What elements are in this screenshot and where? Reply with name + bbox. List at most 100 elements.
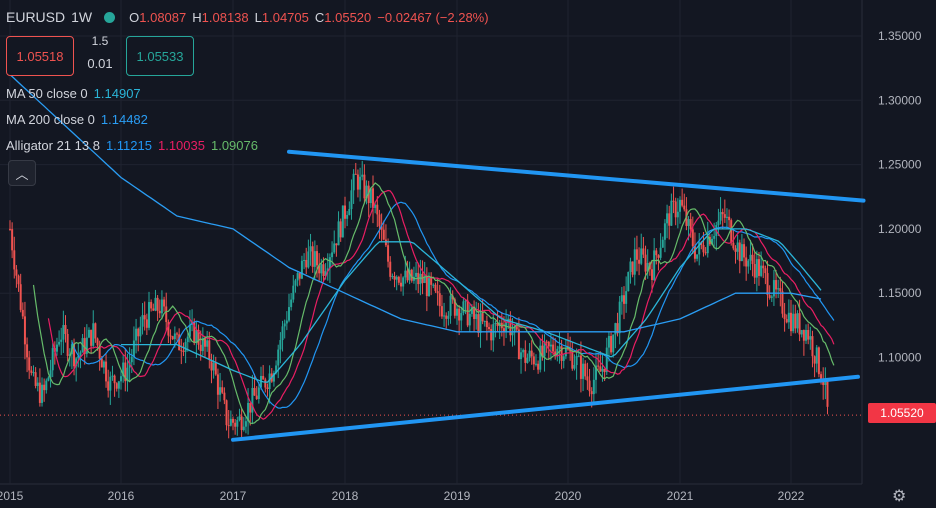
candle-body [178,334,181,351]
candle-body [496,322,499,327]
gear-icon[interactable]: ⚙ [892,488,907,505]
candle-body [631,261,634,275]
candle-body [809,336,812,340]
candle-body [770,296,773,298]
candle-body [554,351,557,357]
candle-body [285,320,288,324]
candle-body [558,346,561,349]
candle-body [584,363,587,377]
candle-body [148,302,150,328]
candle-body [380,226,383,230]
x-tick-label: 2022 [778,489,805,503]
candle-body [766,273,769,296]
candle-body [369,188,372,204]
candle-body [644,254,647,272]
candle-body [102,361,105,368]
candle-body [376,204,379,215]
candle-body [820,374,823,382]
candle-body [545,341,548,343]
candle-body [779,288,782,292]
quantity-value[interactable]: 0.01 [87,56,113,71]
high-value: 1.08138 [201,9,249,25]
candle-body [96,338,99,346]
candle-body [359,176,362,190]
candle-body [605,347,608,373]
ma200-line [9,74,822,333]
candle-body [333,243,336,253]
lips-value: 1.09076 [210,138,258,153]
candle-body [470,306,473,314]
candle-body [717,220,720,226]
indicator-alligator[interactable]: Alligator 21 13 8 1.11215 1.10035 1.0907… [6,138,258,153]
y-tick-label: 1.10000 [878,351,922,365]
candle-body [163,299,166,307]
candle-body [294,280,297,286]
candle-body [372,188,374,208]
candle-body [802,330,805,341]
candle-body [232,418,234,423]
candle-body [264,379,267,388]
candle-body [171,336,174,340]
candle-body [165,306,168,323]
candle-body [757,259,760,276]
candle-body [229,418,232,426]
y-tick-label: 1.15000 [878,286,922,300]
sell-button[interactable]: 1.05518 [6,36,74,76]
candle-body [320,264,323,274]
candle-body [800,330,803,335]
candle-body [408,269,411,281]
candle-body [517,329,520,360]
interval-label[interactable]: 1W [71,9,93,25]
candle-body [653,250,656,281]
candle-body [537,363,540,370]
candle-body [11,229,14,251]
candle-body [92,323,95,346]
candle-body [520,352,523,360]
candle-body [23,316,26,345]
candle-body [488,327,491,330]
candle-body [154,297,157,311]
y-tick-label: 1.20000 [878,222,922,236]
candle-body [225,400,228,426]
candle-body [740,244,743,262]
candle-body [281,326,284,341]
candle-body [562,356,565,361]
candle-body [107,381,110,391]
candle-body [352,173,355,191]
candle-body [738,242,741,262]
candle-body [339,221,342,238]
candle-body [612,334,615,353]
candle-body [792,313,795,332]
candle-body [588,380,591,392]
candle-body [150,302,153,309]
candle-body [530,350,533,357]
candle-body [305,259,308,268]
candle-body [234,422,237,427]
candle-body [601,368,604,372]
candle-body [253,387,256,396]
candle-body [268,373,271,390]
low-label: L [254,9,262,25]
candle-body [75,358,78,367]
candle-body [139,326,142,337]
indicator-value: 1.14482 [100,112,148,127]
candle-body [723,214,726,218]
candle-body [156,297,159,311]
indicator-ma50[interactable]: MA 50 close 0 1.14907 [6,86,141,101]
collapse-legend-button[interactable]: ︿ [8,160,36,186]
symbol-name[interactable]: EURUSD [6,9,66,25]
candle-body [785,319,788,323]
candle-body [582,363,585,379]
buy-button[interactable]: 1.05533 [126,36,194,76]
indicator-ma200[interactable]: MA 200 close 0 1.14482 [6,112,148,127]
candle-body [87,329,90,338]
candle-body [607,336,610,348]
candle-body [805,329,808,341]
candle-body [603,368,606,373]
candle-body [389,261,392,277]
candle-body [725,216,728,218]
candle-body [223,392,226,401]
candle-body [331,252,334,258]
candle-body [326,268,329,272]
